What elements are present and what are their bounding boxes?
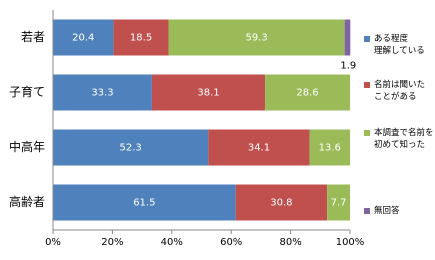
bar-segment bbox=[327, 184, 350, 221]
value-label: 18.5 bbox=[130, 33, 152, 44]
bar-segment bbox=[309, 129, 350, 166]
bar-segment bbox=[235, 184, 328, 221]
y-tick-label: 子育て bbox=[9, 84, 45, 99]
legend-label: 本調査で名前を 初めて知った bbox=[374, 128, 434, 150]
value-label: 52.3 bbox=[120, 143, 142, 154]
legend-item: 本調査で名前を 初めて知った bbox=[364, 127, 434, 151]
bar-segment bbox=[265, 74, 350, 111]
legend-item: 名前は聞いた ことがある bbox=[364, 79, 425, 103]
value-label: 20.4 bbox=[72, 33, 94, 44]
bar-segment bbox=[53, 184, 236, 221]
bar-segment bbox=[53, 129, 209, 166]
bar-segment bbox=[208, 129, 310, 166]
legend-swatch bbox=[364, 82, 370, 88]
value-label: 30.8 bbox=[270, 198, 292, 209]
legend-swatch bbox=[364, 130, 370, 136]
value-label: 38.1 bbox=[197, 88, 219, 99]
value-label: 13.6 bbox=[319, 143, 341, 154]
y-tick-label: 高齢者 bbox=[9, 194, 45, 209]
x-tick-label: 100% bbox=[336, 237, 365, 248]
bar-segment bbox=[53, 19, 114, 56]
legend-item: 無回答 bbox=[364, 205, 400, 217]
bar-segment bbox=[113, 19, 169, 56]
value-label: 59.3 bbox=[245, 33, 267, 44]
value-label: 33.3 bbox=[91, 88, 113, 99]
legend-label: ある程度 理解している bbox=[374, 34, 425, 56]
bar-segment bbox=[53, 74, 152, 111]
bar-segment bbox=[151, 74, 266, 111]
x-tick-label: 80% bbox=[279, 237, 301, 248]
x-tick-label: 60% bbox=[220, 237, 242, 248]
value-label: 28.6 bbox=[296, 88, 318, 99]
bar-segment bbox=[168, 19, 345, 56]
y-tick-label: 中高年 bbox=[9, 139, 45, 154]
legend-swatch bbox=[364, 36, 370, 42]
x-tick-label: 40% bbox=[161, 237, 183, 248]
legend-label: 名前は聞いた ことがある bbox=[374, 80, 426, 102]
value-label: 1.9 bbox=[340, 61, 356, 72]
legend-item: ある程度 理解している bbox=[364, 33, 425, 57]
legend-label: 無回答 bbox=[374, 206, 400, 216]
value-label: 61.5 bbox=[133, 198, 155, 209]
y-tick-label: 若者 bbox=[21, 30, 45, 44]
value-label: 7.7 bbox=[331, 198, 347, 209]
x-tick-label: 20% bbox=[101, 237, 123, 248]
bar-segment bbox=[344, 19, 351, 56]
value-label: 34.1 bbox=[248, 143, 270, 154]
legend-swatch bbox=[364, 208, 370, 214]
x-tick-label: 0% bbox=[45, 237, 61, 248]
